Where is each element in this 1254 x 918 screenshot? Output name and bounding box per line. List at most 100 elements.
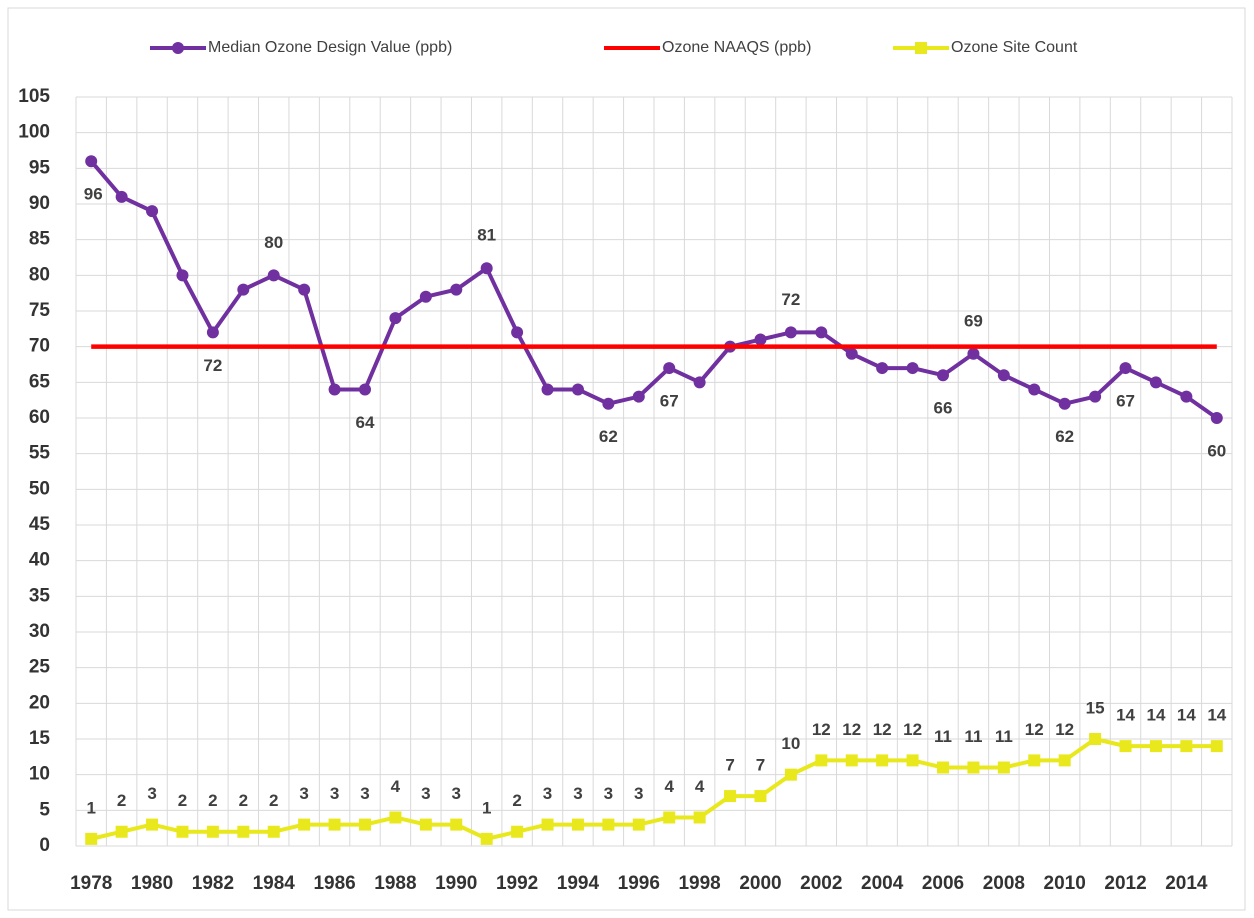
data-label: 60 [1207, 441, 1226, 460]
data-label: 3 [330, 784, 339, 803]
data-label: 3 [634, 784, 643, 803]
y-tick-label: 30 [29, 621, 50, 642]
point [206, 326, 219, 339]
data-label: 14 [1146, 706, 1165, 725]
point [754, 790, 767, 803]
point [541, 818, 554, 831]
point [937, 761, 949, 774]
data-label: 3 [543, 784, 552, 803]
data-label: 14 [1116, 706, 1135, 725]
data-label: 12 [1025, 720, 1044, 739]
point [1028, 754, 1041, 767]
data-label: 4 [695, 777, 705, 796]
point [602, 818, 615, 831]
x-tick-label: 1992 [496, 873, 538, 894]
point [815, 754, 828, 767]
data-label: 69 [964, 311, 983, 330]
point [997, 369, 1010, 382]
point [1149, 376, 1162, 389]
point [1210, 412, 1223, 424]
point [876, 362, 889, 375]
data-label: 64 [356, 413, 375, 432]
point [1089, 733, 1102, 745]
data-label: 11 [995, 727, 1013, 746]
point [389, 811, 402, 824]
legend-label: Median Ozone Design Value (ppb) [208, 39, 452, 56]
data-label: 3 [452, 784, 461, 803]
legend-label: Ozone Site Count [951, 39, 1078, 56]
data-label: 62 [1055, 427, 1074, 446]
point [1210, 740, 1223, 753]
data-label: 66 [934, 399, 953, 418]
x-tick-label: 1996 [618, 873, 660, 894]
point [115, 190, 128, 203]
point [845, 754, 858, 767]
data-label: 3 [604, 784, 613, 803]
point [571, 383, 584, 396]
point [845, 347, 858, 360]
data-label: 3 [573, 784, 582, 803]
point [115, 825, 128, 838]
x-tick-label: 2002 [800, 873, 842, 894]
point [693, 376, 706, 389]
point [784, 768, 797, 781]
point [419, 818, 432, 831]
point [815, 326, 828, 339]
data-label: 2 [269, 791, 278, 810]
y-tick-label: 70 [29, 336, 50, 357]
x-tick-label: 2014 [1165, 873, 1208, 894]
x-tick-label: 1978 [70, 873, 112, 894]
data-label: 3 [360, 784, 369, 803]
y-tick-label: 100 [18, 122, 50, 143]
point [298, 283, 311, 296]
point [237, 283, 250, 296]
data-label: 3 [299, 784, 308, 803]
x-tick-label: 1988 [374, 873, 416, 894]
y-tick-label: 55 [29, 443, 51, 464]
y-tick-label: 90 [29, 193, 50, 214]
y-tick-label: 105 [18, 86, 50, 107]
data-label: 3 [421, 784, 430, 803]
point [328, 383, 341, 396]
y-tick-label: 45 [29, 514, 51, 535]
point [1058, 754, 1071, 767]
point [419, 290, 432, 303]
y-tick-label: 75 [29, 300, 51, 321]
point [632, 818, 645, 831]
point [1028, 383, 1041, 396]
y-tick-label: 40 [29, 550, 50, 571]
point [146, 818, 159, 831]
y-tick-label: 25 [29, 657, 51, 678]
data-label: 96 [84, 185, 103, 204]
point [176, 825, 189, 838]
data-label: 14 [1177, 706, 1196, 725]
data-label: 12 [1055, 720, 1074, 739]
data-label: 2 [512, 791, 521, 810]
point [967, 347, 980, 360]
point [267, 269, 280, 282]
y-tick-label: 85 [29, 229, 51, 250]
x-tick-label: 2010 [1044, 873, 1086, 894]
point [632, 390, 645, 403]
point [480, 832, 493, 845]
y-tick-label: 0 [39, 835, 50, 856]
point [1089, 390, 1102, 403]
point [359, 383, 371, 396]
x-tick-label: 1980 [131, 873, 173, 894]
x-tick-label: 1984 [253, 873, 296, 894]
point [389, 312, 402, 325]
x-tick-label: 2012 [1104, 873, 1146, 894]
data-label: 7 [756, 756, 765, 775]
point [480, 262, 493, 275]
point [784, 326, 797, 339]
point [1180, 390, 1193, 403]
data-label: 67 [660, 392, 679, 411]
point [876, 754, 889, 767]
y-tick-label: 60 [29, 407, 50, 428]
data-label: 2 [117, 791, 126, 810]
point [1119, 362, 1132, 375]
data-label: 4 [664, 777, 674, 796]
data-label: 11 [934, 727, 952, 746]
y-tick-label: 65 [29, 371, 51, 392]
point [724, 790, 737, 803]
